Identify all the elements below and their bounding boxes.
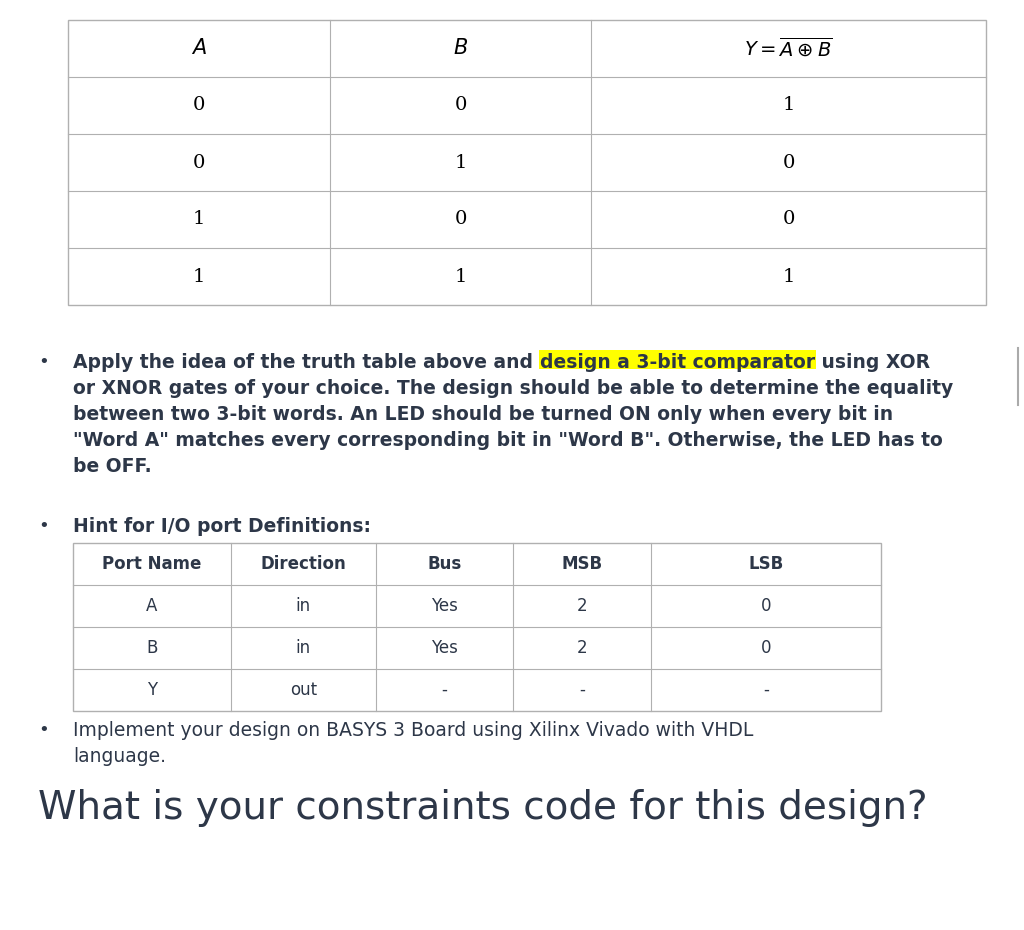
Text: 1: 1 <box>455 153 467 171</box>
Text: language.: language. <box>73 747 166 766</box>
Text: $A$: $A$ <box>190 38 207 59</box>
Text: Apply the idea of the truth table above and: Apply the idea of the truth table above … <box>73 353 540 372</box>
Text: •: • <box>38 721 49 739</box>
Text: design a 3-bit comparator: design a 3-bit comparator <box>540 353 815 372</box>
Text: LSB: LSB <box>749 555 783 573</box>
Text: 0: 0 <box>455 210 467 229</box>
Bar <box>68 20 986 305</box>
Text: 0: 0 <box>193 153 205 171</box>
Text: •: • <box>38 353 49 371</box>
Text: 1: 1 <box>193 268 205 286</box>
Text: $B$: $B$ <box>453 38 468 59</box>
Text: Port Name: Port Name <box>102 555 202 573</box>
Text: 0: 0 <box>761 597 771 615</box>
Text: 0: 0 <box>761 639 771 657</box>
Text: Bus: Bus <box>428 555 462 573</box>
Text: -: - <box>441 681 447 699</box>
Text: using XOR: using XOR <box>815 353 930 372</box>
Text: 0: 0 <box>782 153 795 171</box>
Text: Y: Y <box>146 681 157 699</box>
Text: -: - <box>763 681 769 699</box>
Text: Direction: Direction <box>260 555 346 573</box>
Text: Yes: Yes <box>431 639 458 657</box>
Text: 0: 0 <box>193 97 205 114</box>
Text: 1: 1 <box>193 210 205 229</box>
Text: 1: 1 <box>782 97 795 114</box>
Bar <box>539 350 816 369</box>
Text: between two 3-bit words. An LED should be turned ON only when every bit in: between two 3-bit words. An LED should b… <box>73 405 893 424</box>
Text: out: out <box>290 681 316 699</box>
Text: be OFF.: be OFF. <box>73 457 152 476</box>
Text: $Y = \overline{A \oplus B}$: $Y = \overline{A \oplus B}$ <box>744 37 833 60</box>
Text: 1: 1 <box>455 268 467 286</box>
Text: B: B <box>146 639 158 657</box>
Text: 2: 2 <box>577 639 588 657</box>
Text: 2: 2 <box>577 597 588 615</box>
Text: 0: 0 <box>782 210 795 229</box>
Text: Yes: Yes <box>431 597 458 615</box>
Text: A: A <box>146 597 158 615</box>
Text: MSB: MSB <box>561 555 602 573</box>
Text: -: - <box>580 681 585 699</box>
Text: •: • <box>38 517 49 535</box>
Text: Hint for I/O port Definitions:: Hint for I/O port Definitions: <box>73 517 371 536</box>
Text: Implement your design on BASYS 3 Board using Xilinx Vivado with VHDL: Implement your design on BASYS 3 Board u… <box>73 721 754 740</box>
Bar <box>73 543 881 711</box>
Text: What is your constraints code for this design?: What is your constraints code for this d… <box>38 789 928 827</box>
Text: in: in <box>296 639 311 657</box>
Text: 0: 0 <box>455 97 467 114</box>
Text: or XNOR gates of your choice. The design should be able to determine the equalit: or XNOR gates of your choice. The design… <box>73 379 953 398</box>
Text: 1: 1 <box>782 268 795 286</box>
Text: "Word A" matches every corresponding bit in "Word B". Otherwise, the LED has to: "Word A" matches every corresponding bit… <box>73 431 943 450</box>
Text: in: in <box>296 597 311 615</box>
